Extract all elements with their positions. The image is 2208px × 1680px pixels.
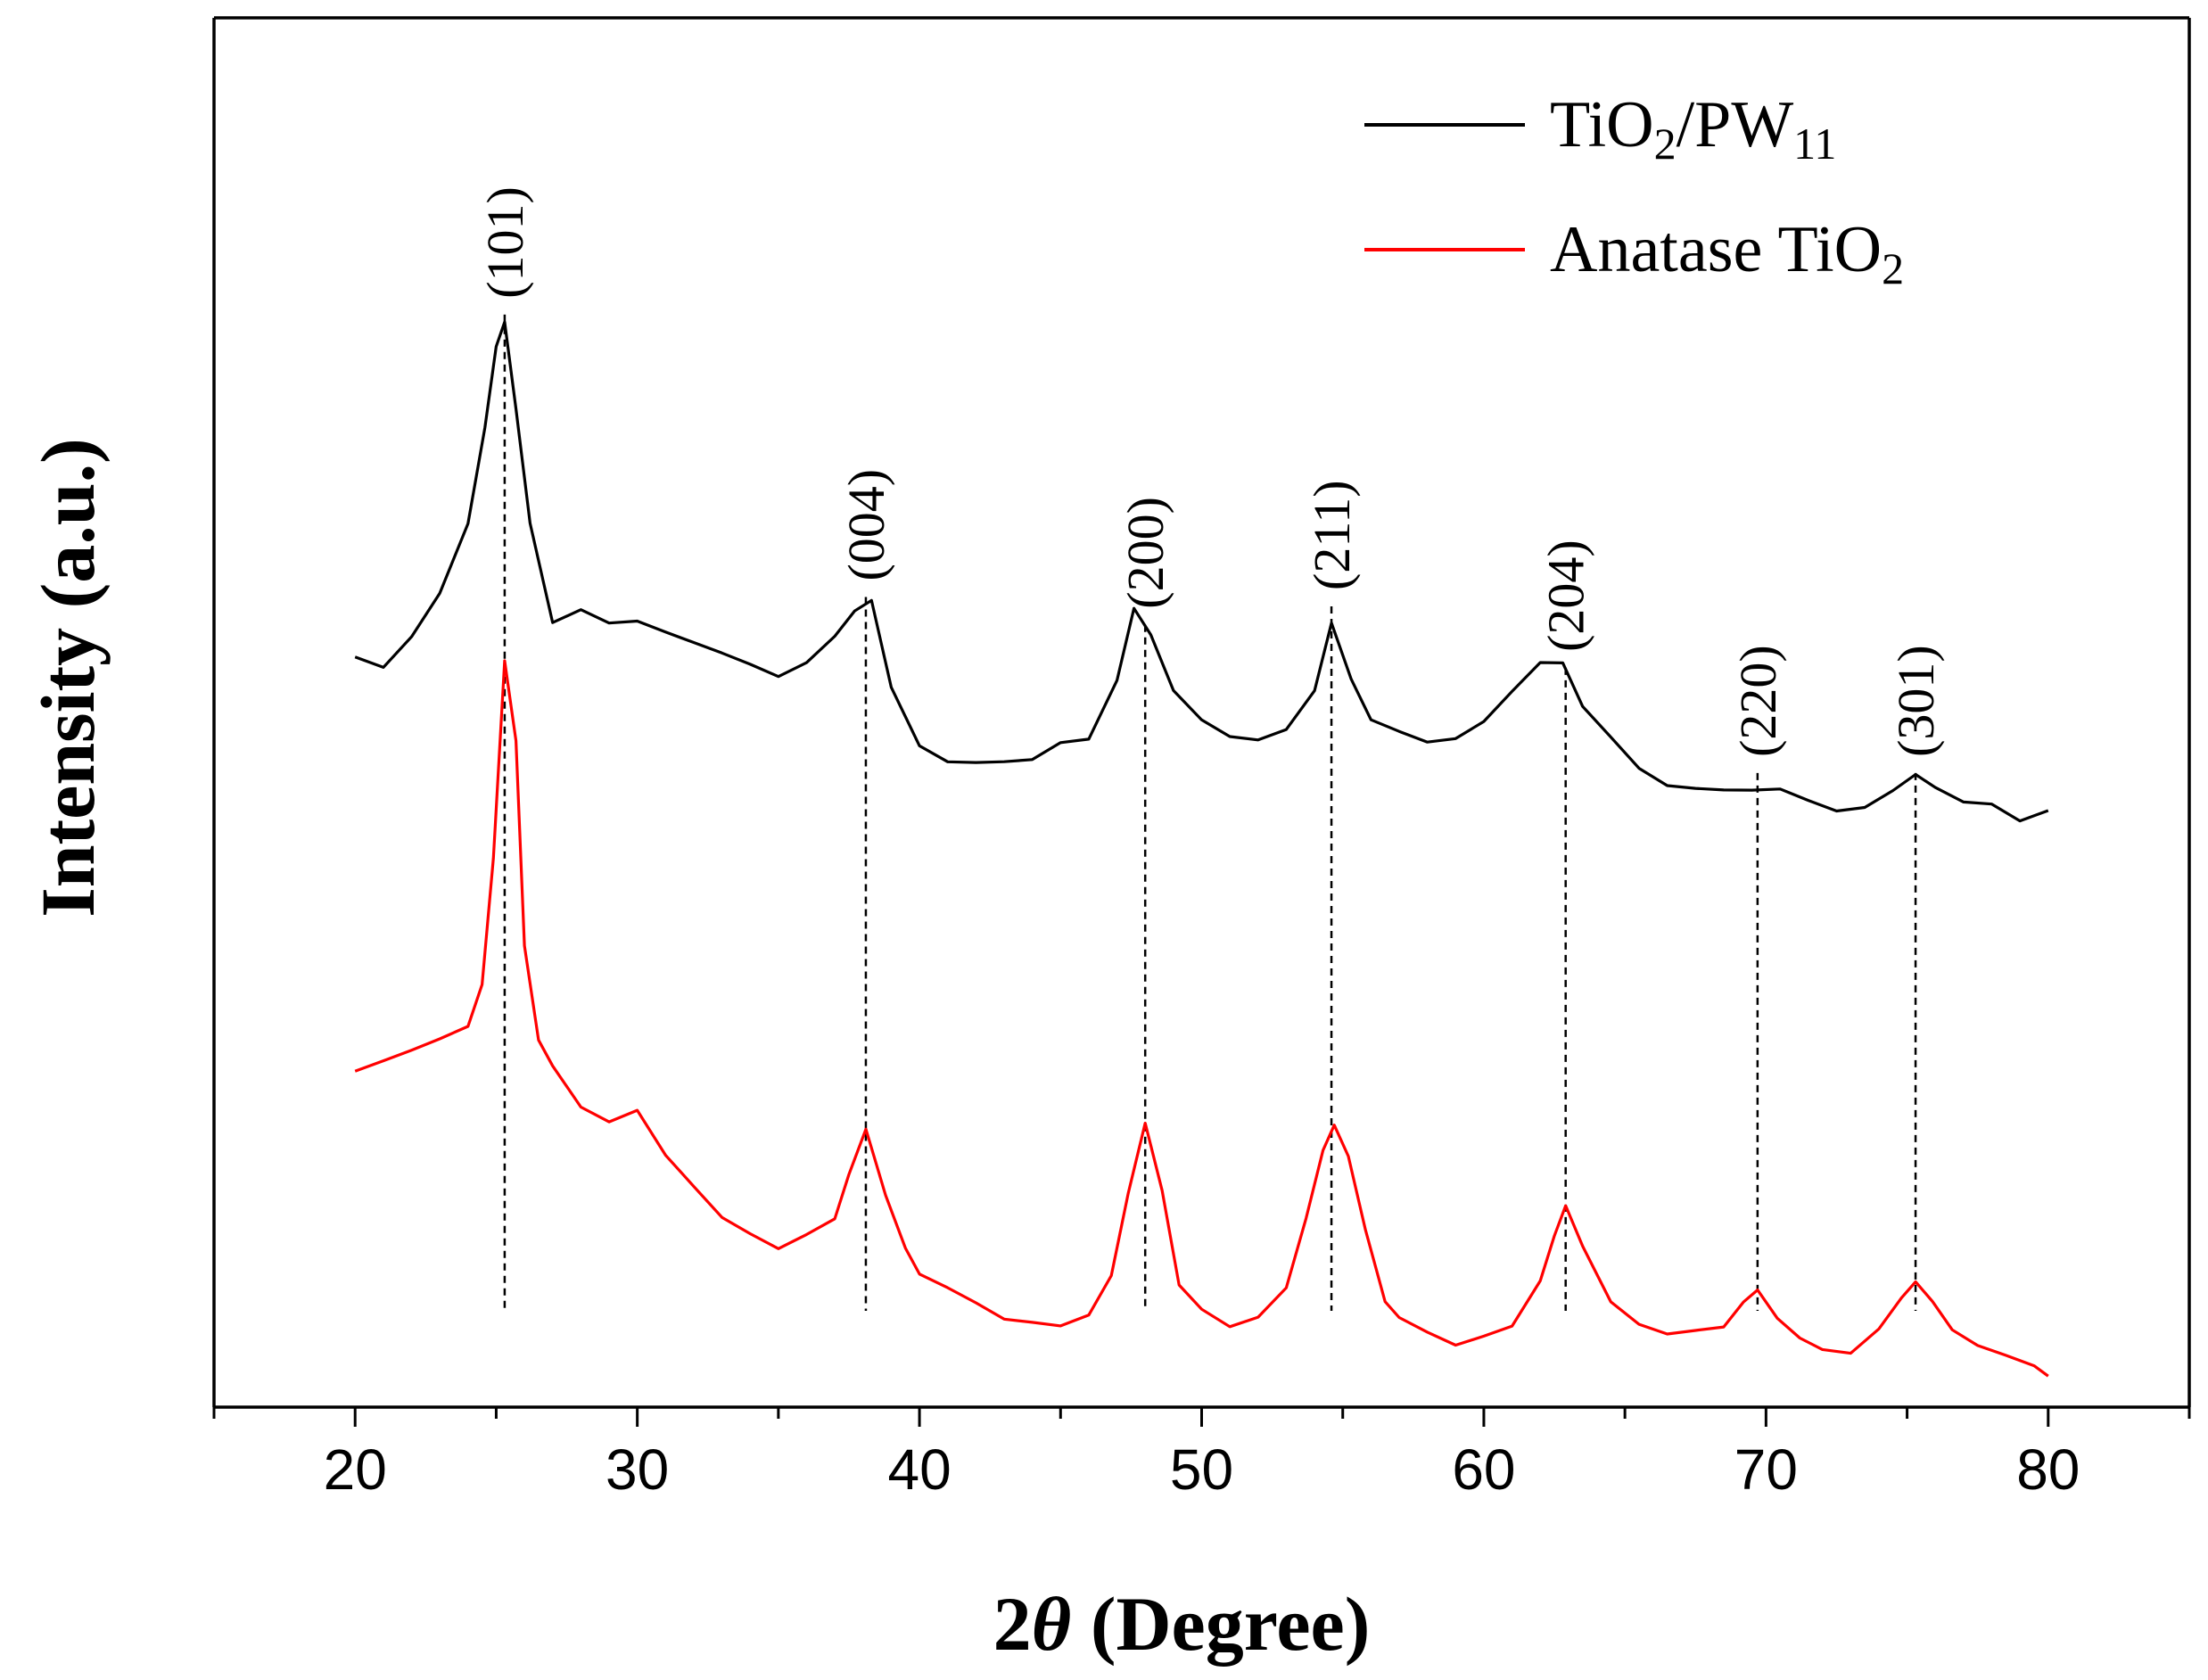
x-axis-title-main: 2 [993,1581,1032,1667]
x-tick-label: 40 [887,1437,951,1502]
peak-label: (101) [476,186,534,299]
x-tick-label: 70 [1734,1437,1798,1502]
peak-markers: (101) (004) (200) (211) (204) (220) (301) [476,186,1945,1311]
peak-label: (004) [837,469,895,581]
x-tick-label: 80 [2016,1437,2080,1502]
x-tick-label: 50 [1170,1437,1233,1502]
series-line-anatase-tio2 [354,659,2049,1378]
x-axis-title-rest: (Degree) [1071,1581,1370,1667]
legend-label: Anatase TiO2 [1550,213,1904,293]
peak-label: (211) [1303,480,1361,589]
peak-label: (220) [1729,645,1787,757]
legend-label: TiO2/PW11 [1550,88,1836,169]
series-line-tio2-pw11 [354,320,2049,823]
x-tick-label: 60 [1452,1437,1515,1502]
x-axis-ticks: 20 30 40 50 60 70 80 [212,1407,2191,1502]
x-tick-label: 20 [324,1437,387,1502]
peak-label: (204) [1537,539,1595,652]
plot-frame [212,16,2191,1409]
series-lines [354,320,2049,1378]
x-axis-title-theta: θ [1032,1581,1072,1667]
y-axis-title: Intensity (a.u.) [25,438,111,918]
peak-label: (301) [1887,645,1945,757]
peak-label: (200) [1116,497,1174,609]
legend: TiO2/PW11 Anatase TiO2 [1364,88,1904,293]
x-tick-label: 30 [606,1437,669,1502]
x-axis-title: 2θ (Degree) [993,1581,1371,1667]
